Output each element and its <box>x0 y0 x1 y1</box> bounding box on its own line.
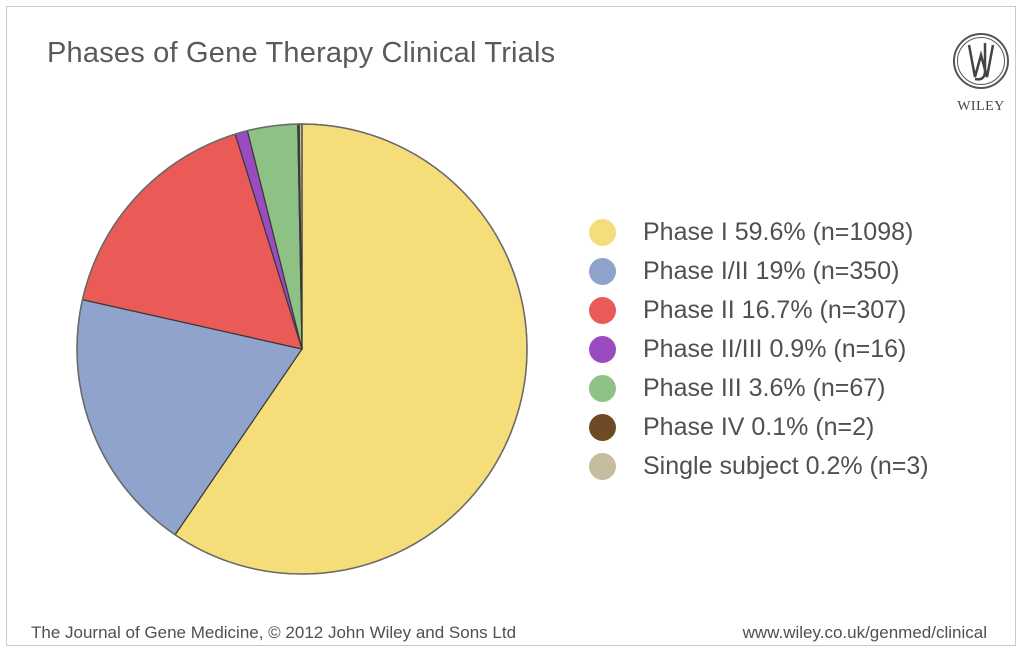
footer-citation: The Journal of Gene Medicine, © 2012 Joh… <box>31 623 517 642</box>
legend-swatch <box>589 414 616 441</box>
chart-frame: Phases of Gene Therapy Clinical Trials W… <box>6 6 1016 646</box>
chart-legend: Phase I 59.6% (n=1098) Phase I/II 19% (n=… <box>589 213 929 486</box>
wiley-logo: WILEY <box>947 25 1015 121</box>
legend-item: Phase I 59.6% (n=1098) <box>589 213 929 252</box>
legend-label: Phase II 16.7% (n=307) <box>643 296 907 324</box>
chart-title: Phases of Gene Therapy Clinical Trials <box>47 37 556 69</box>
legend-label: Single subject 0.2% (n=3) <box>643 452 929 480</box>
legend-swatch <box>589 375 616 402</box>
legend-item: Phase II/III 0.9% (n=16) <box>589 330 929 369</box>
legend-label: Phase II/III 0.9% (n=16) <box>643 335 907 363</box>
legend-item: Phase I/II 19% (n=350) <box>589 252 929 291</box>
legend-swatch <box>589 453 616 480</box>
legend-swatch <box>589 219 616 246</box>
legend-swatch <box>589 258 616 285</box>
legend-item: Phase III 3.6% (n=67) <box>589 369 929 408</box>
legend-item: Phase II 16.7% (n=307) <box>589 291 929 330</box>
footer-url[interactable]: www.wiley.co.uk/genmed/clinical <box>742 623 987 642</box>
legend-item: Single subject 0.2% (n=3) <box>589 447 929 486</box>
wiley-jw-seal-icon <box>953 33 1009 89</box>
legend-label: Phase I/II 19% (n=350) <box>643 257 900 285</box>
legend-item: Phase IV 0.1% (n=2) <box>589 408 929 447</box>
legend-label: Phase IV 0.1% (n=2) <box>643 413 875 441</box>
legend-label: Phase I 59.6% (n=1098) <box>643 218 914 246</box>
legend-label: Phase III 3.6% (n=67) <box>643 374 886 402</box>
pie-chart <box>76 123 528 575</box>
legend-swatch <box>589 336 616 363</box>
legend-swatch <box>589 297 616 324</box>
pie-outline <box>76 123 528 575</box>
wiley-logo-text: WILEY <box>957 99 1005 114</box>
